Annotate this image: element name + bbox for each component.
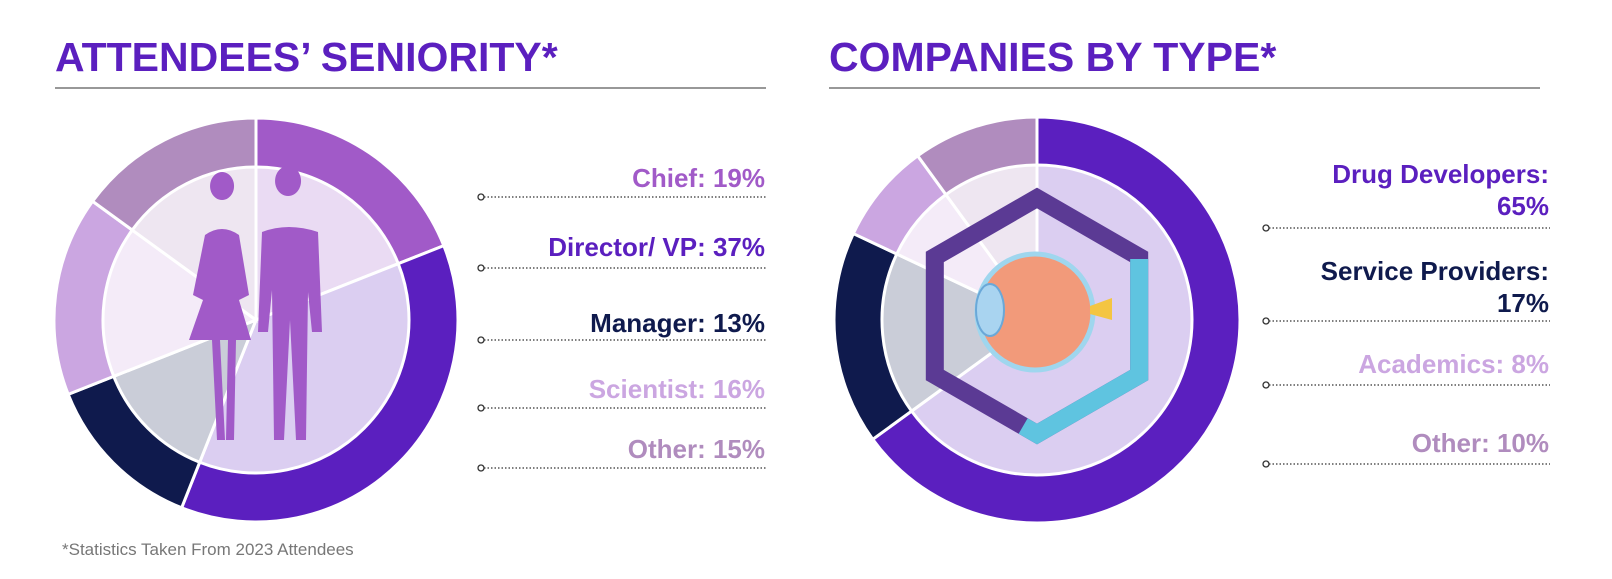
legend-label: Chief: 19%: [632, 163, 765, 193]
illustrations: [189, 166, 1149, 445]
leader-dot: [1262, 317, 1270, 325]
legend-label: Service Providers: 17%: [1320, 256, 1549, 318]
illustration-shape: [258, 166, 322, 440]
footnote: *Statistics Taken From 2023 Attendees: [62, 540, 354, 559]
chart-title: COMPANIES BY TYPE*: [829, 34, 1277, 80]
illustration-shape: [189, 172, 251, 440]
leader-dot: [477, 336, 485, 344]
legend-label: Other: 10%: [1411, 428, 1549, 458]
leader-dot: [1262, 460, 1270, 468]
legend-label: Drug Developers: 65%: [1332, 159, 1549, 221]
pie-slice-inner: [880, 252, 1040, 414]
pie-slice-inner: [101, 227, 260, 379]
leader-dot: [477, 193, 485, 201]
legend-label: Scientist: 16%: [588, 374, 765, 404]
leader-dot: [477, 464, 485, 472]
legend-label: Director/ VP: 37%: [548, 232, 765, 262]
hexagon-accent: [925, 187, 1149, 445]
optic-nerve: [1090, 298, 1112, 320]
eye-lens: [975, 283, 1005, 337]
leader-dot: [477, 264, 485, 272]
legend-label: Manager: 13%: [590, 308, 765, 338]
leader-dot: [1262, 381, 1270, 389]
legend-label: Academics: 8%: [1358, 349, 1549, 379]
leader-dot: [477, 404, 485, 412]
leader-dot: [1262, 224, 1270, 232]
chart-title: ATTENDEES’ SENIORITY*: [55, 34, 558, 80]
legend-label: Other: 15%: [627, 434, 765, 464]
